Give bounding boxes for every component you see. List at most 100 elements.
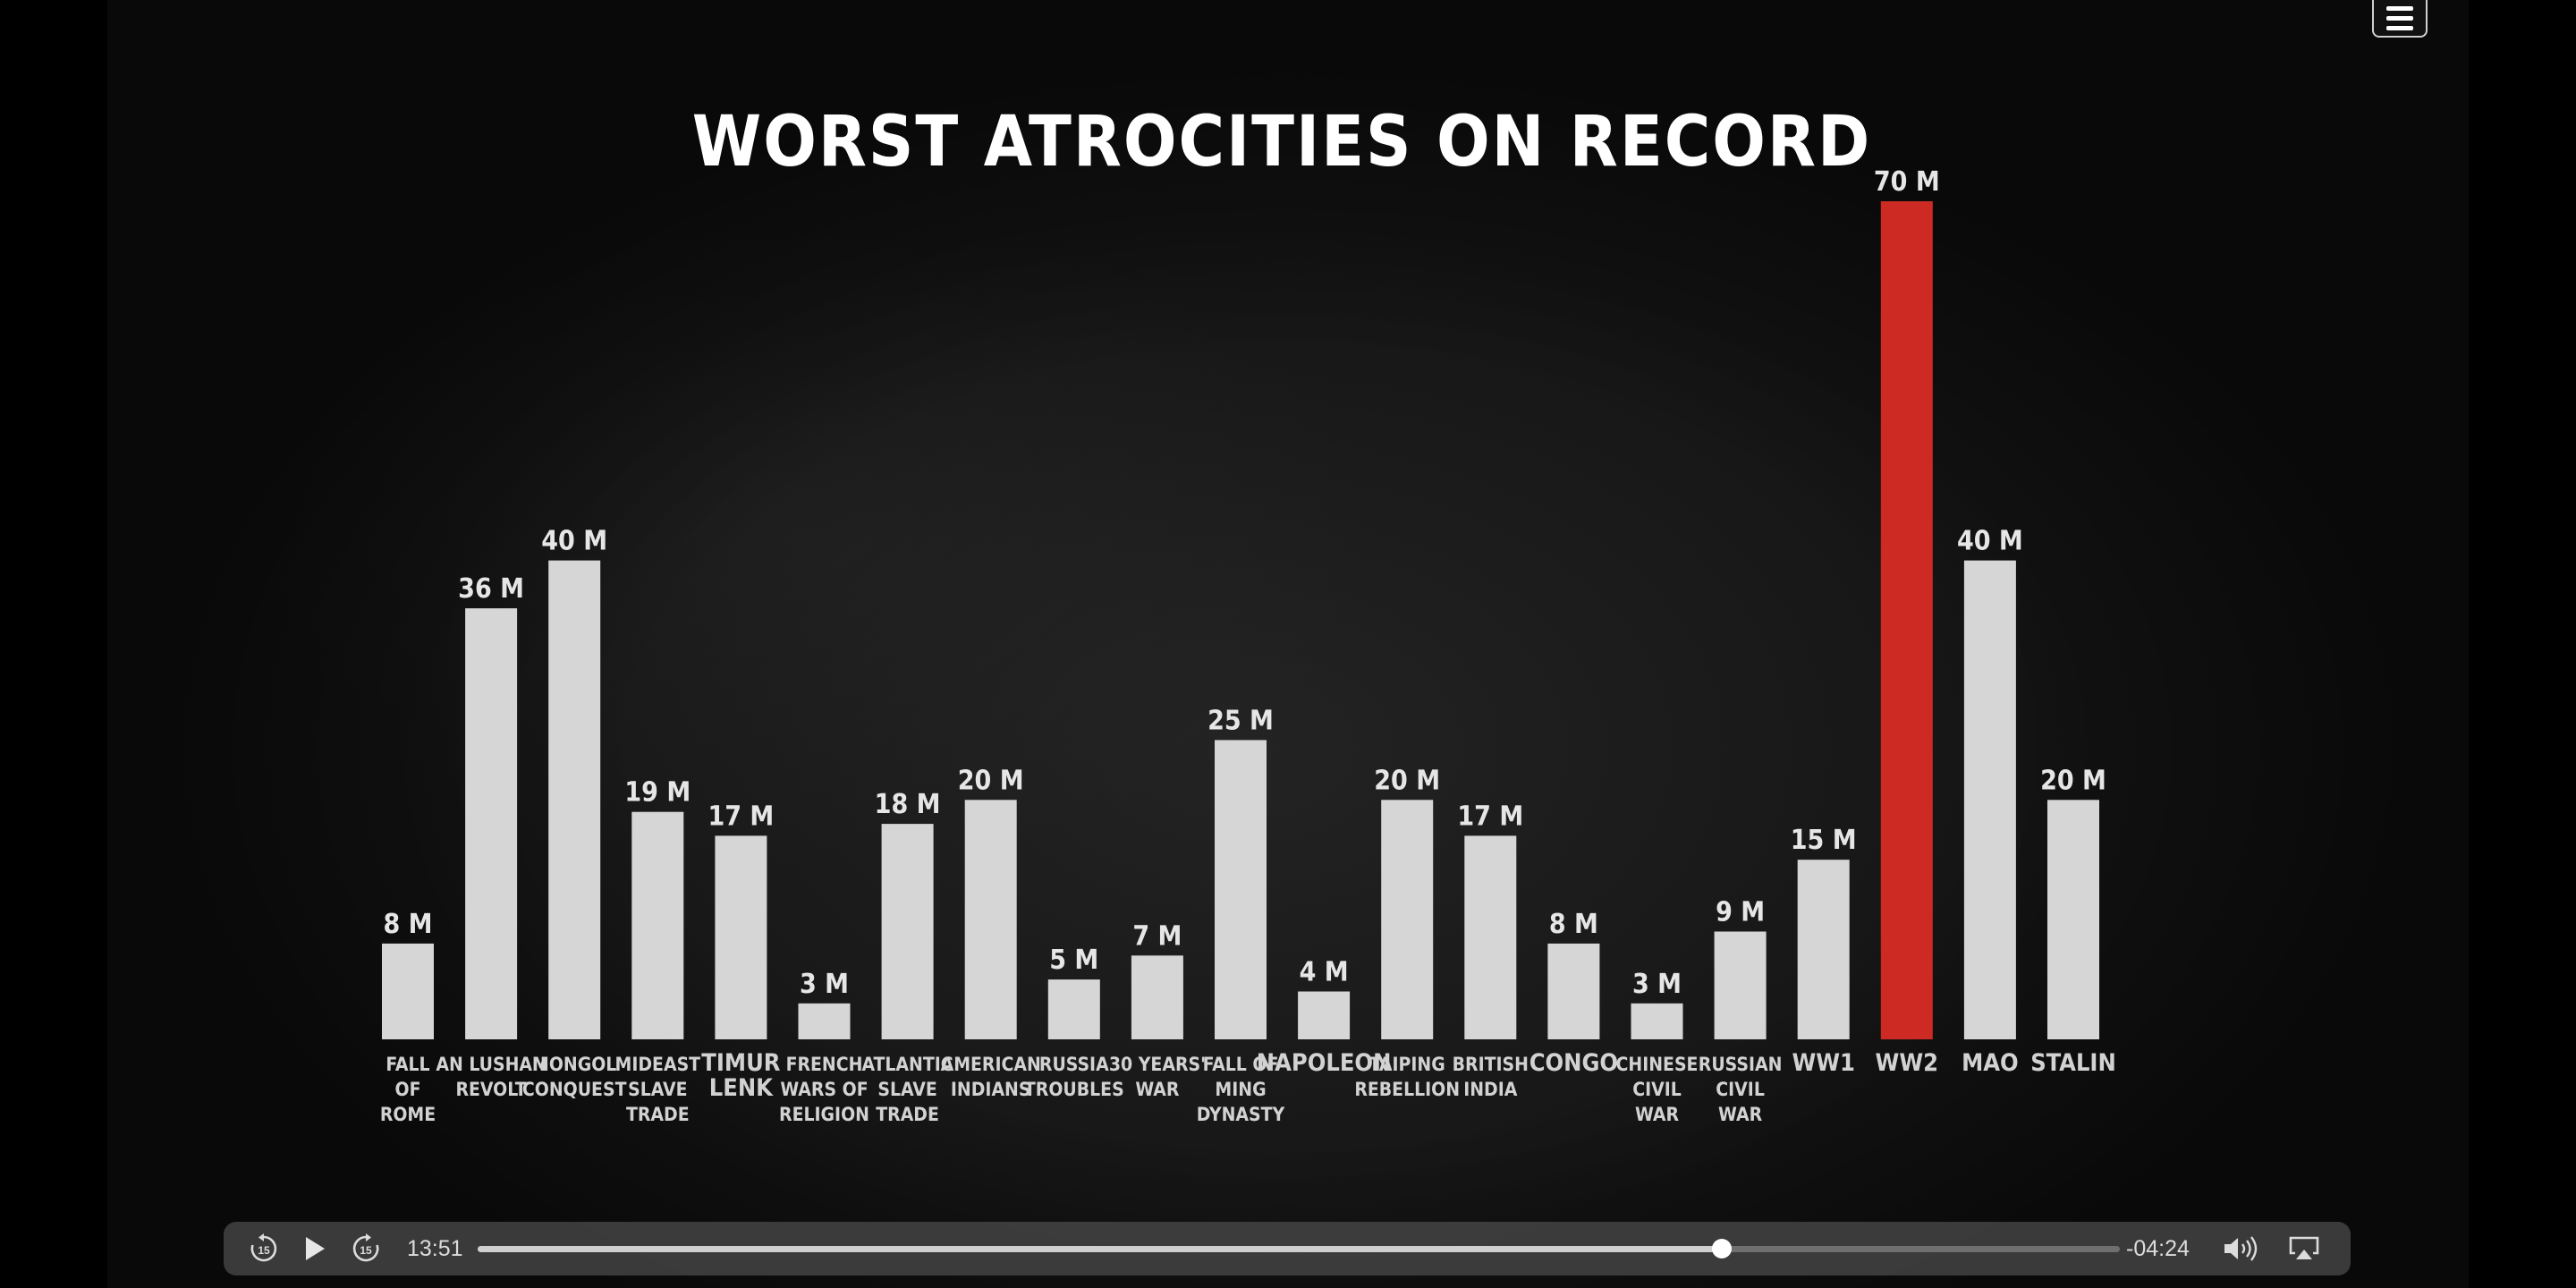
category-label: REBELLION xyxy=(1354,1079,1460,1100)
bar xyxy=(1464,835,1517,1039)
category-label: SLAVE xyxy=(877,1079,936,1100)
bar-value-label: 5 M xyxy=(1049,945,1098,976)
bar-value-label: 18 M xyxy=(875,789,941,820)
category-label: WARS OF xyxy=(780,1079,868,1100)
svg-text:15: 15 xyxy=(360,1244,372,1257)
bar xyxy=(1714,931,1767,1039)
category-label: TIMUR xyxy=(701,1049,781,1077)
category-label: WAR xyxy=(1135,1079,1180,1100)
category-label: CIVIL xyxy=(1632,1079,1682,1100)
category-label: CONQUEST xyxy=(522,1079,627,1100)
bar xyxy=(715,835,767,1039)
volume-icon xyxy=(2224,1236,2258,1261)
category-label: TRADE xyxy=(626,1104,690,1125)
bar-value-label: 36 M xyxy=(458,573,524,605)
bar xyxy=(1131,955,1183,1039)
category-label: WW1 xyxy=(1792,1049,1855,1077)
bar-value-label: 15 M xyxy=(1791,825,1857,856)
chart-title: WORST ATROCITIES ON RECORD xyxy=(692,102,1871,182)
progress-track[interactable] xyxy=(478,1239,2120,1258)
category-label: DYNASTY xyxy=(1197,1104,1285,1125)
bar-value-label: 20 M xyxy=(958,765,1024,796)
bar xyxy=(548,560,601,1039)
skip-back-15-icon: 15 xyxy=(250,1233,277,1262)
time-elapsed: 13:51 xyxy=(407,1236,463,1261)
bar xyxy=(465,608,518,1039)
bar xyxy=(964,800,1017,1039)
video-frame[interactable] xyxy=(107,0,2469,1288)
category-label: MING xyxy=(1215,1079,1266,1100)
menu-icon-line xyxy=(2386,25,2413,30)
skip-back-15-button[interactable]: 15 xyxy=(243,1222,284,1275)
bar xyxy=(1963,560,2016,1039)
category-label: INDIA xyxy=(1463,1079,1518,1100)
bar xyxy=(881,824,934,1039)
category-label: REVOLT xyxy=(455,1079,526,1100)
category-label: WAR xyxy=(1635,1104,1680,1125)
volume-button[interactable] xyxy=(2220,1222,2265,1275)
bar xyxy=(798,1003,851,1039)
category-label: WW2 xyxy=(1876,1049,1939,1077)
bar xyxy=(1631,1003,1683,1039)
category-label: RUSSIAN xyxy=(1699,1054,1783,1075)
category-label: STALIN xyxy=(2030,1049,2116,1077)
category-label: CONGO xyxy=(1530,1049,1618,1077)
category-label: ATLANTIC xyxy=(862,1054,953,1075)
bar-value-label: 3 M xyxy=(1632,969,1682,1000)
bar xyxy=(382,943,434,1039)
bar-value-label: 20 M xyxy=(2040,765,2106,796)
bar-value-label: 25 M xyxy=(1208,705,1274,736)
category-label: RELIGION xyxy=(779,1104,869,1125)
progress-knob[interactable] xyxy=(1712,1239,1733,1258)
category-label: RUSSIA xyxy=(1039,1054,1109,1075)
category-label: WAR xyxy=(1718,1104,1763,1125)
time-remaining: -04:24 xyxy=(2126,1236,2190,1261)
category-label: FRENCH xyxy=(786,1054,863,1075)
bar-value-label: 40 M xyxy=(541,526,607,557)
category-label: 30 YEARS' xyxy=(1109,1054,1206,1075)
category-label: TRADE xyxy=(876,1104,939,1125)
category-label: MAO xyxy=(1962,1049,2019,1077)
bar xyxy=(631,811,684,1039)
category-label: MIDEAST xyxy=(615,1054,701,1075)
bar-value-label: 8 M xyxy=(1549,909,1598,940)
progress-fill xyxy=(478,1246,1723,1252)
skip-forward-15-button[interactable]: 15 xyxy=(345,1222,386,1275)
category-label: ROME xyxy=(380,1104,436,1125)
airplay-icon xyxy=(2289,1236,2319,1259)
category-label: LENK xyxy=(709,1074,774,1102)
category-label: TAIPING xyxy=(1369,1054,1445,1075)
play-button[interactable] xyxy=(297,1222,333,1275)
bar xyxy=(1047,979,1100,1039)
category-label: AMERICAN xyxy=(941,1054,1041,1075)
bar xyxy=(1797,860,1850,1039)
bar-value-label: 4 M xyxy=(1300,957,1349,988)
category-label: SLAVE xyxy=(628,1079,687,1100)
bar-value-label: 7 M xyxy=(1132,920,1182,952)
category-label: AN LUSHAN xyxy=(436,1054,547,1075)
bar xyxy=(1298,991,1351,1039)
bar xyxy=(1381,800,1434,1039)
category-label: BRITISH xyxy=(1453,1054,1529,1075)
bar xyxy=(1547,943,1600,1039)
category-label: FALL OF xyxy=(1203,1054,1279,1075)
menu-button[interactable] xyxy=(2372,0,2428,38)
bar-value-label: 8 M xyxy=(383,909,432,940)
bar-value-label: 19 M xyxy=(624,777,691,809)
category-label: FALL xyxy=(386,1054,429,1075)
bar-value-label: 70 M xyxy=(1874,166,1940,198)
skip-forward-15-icon: 15 xyxy=(352,1233,379,1262)
menu-icon-line xyxy=(2386,15,2413,21)
svg-text:15: 15 xyxy=(258,1244,270,1257)
category-label: CHINESE xyxy=(1616,1054,1699,1075)
play-icon xyxy=(306,1237,325,1260)
category-label: INDIANS xyxy=(951,1079,1031,1100)
category-label: OF xyxy=(395,1079,421,1100)
category-label: CIVIL xyxy=(1716,1079,1765,1100)
bar-value-label: 40 M xyxy=(1957,526,2023,557)
bar-value-label: 20 M xyxy=(1374,765,1440,796)
bar-value-label: 17 M xyxy=(708,801,774,832)
category-label: MONGOL xyxy=(532,1054,616,1075)
airplay-button[interactable] xyxy=(2284,1222,2325,1275)
